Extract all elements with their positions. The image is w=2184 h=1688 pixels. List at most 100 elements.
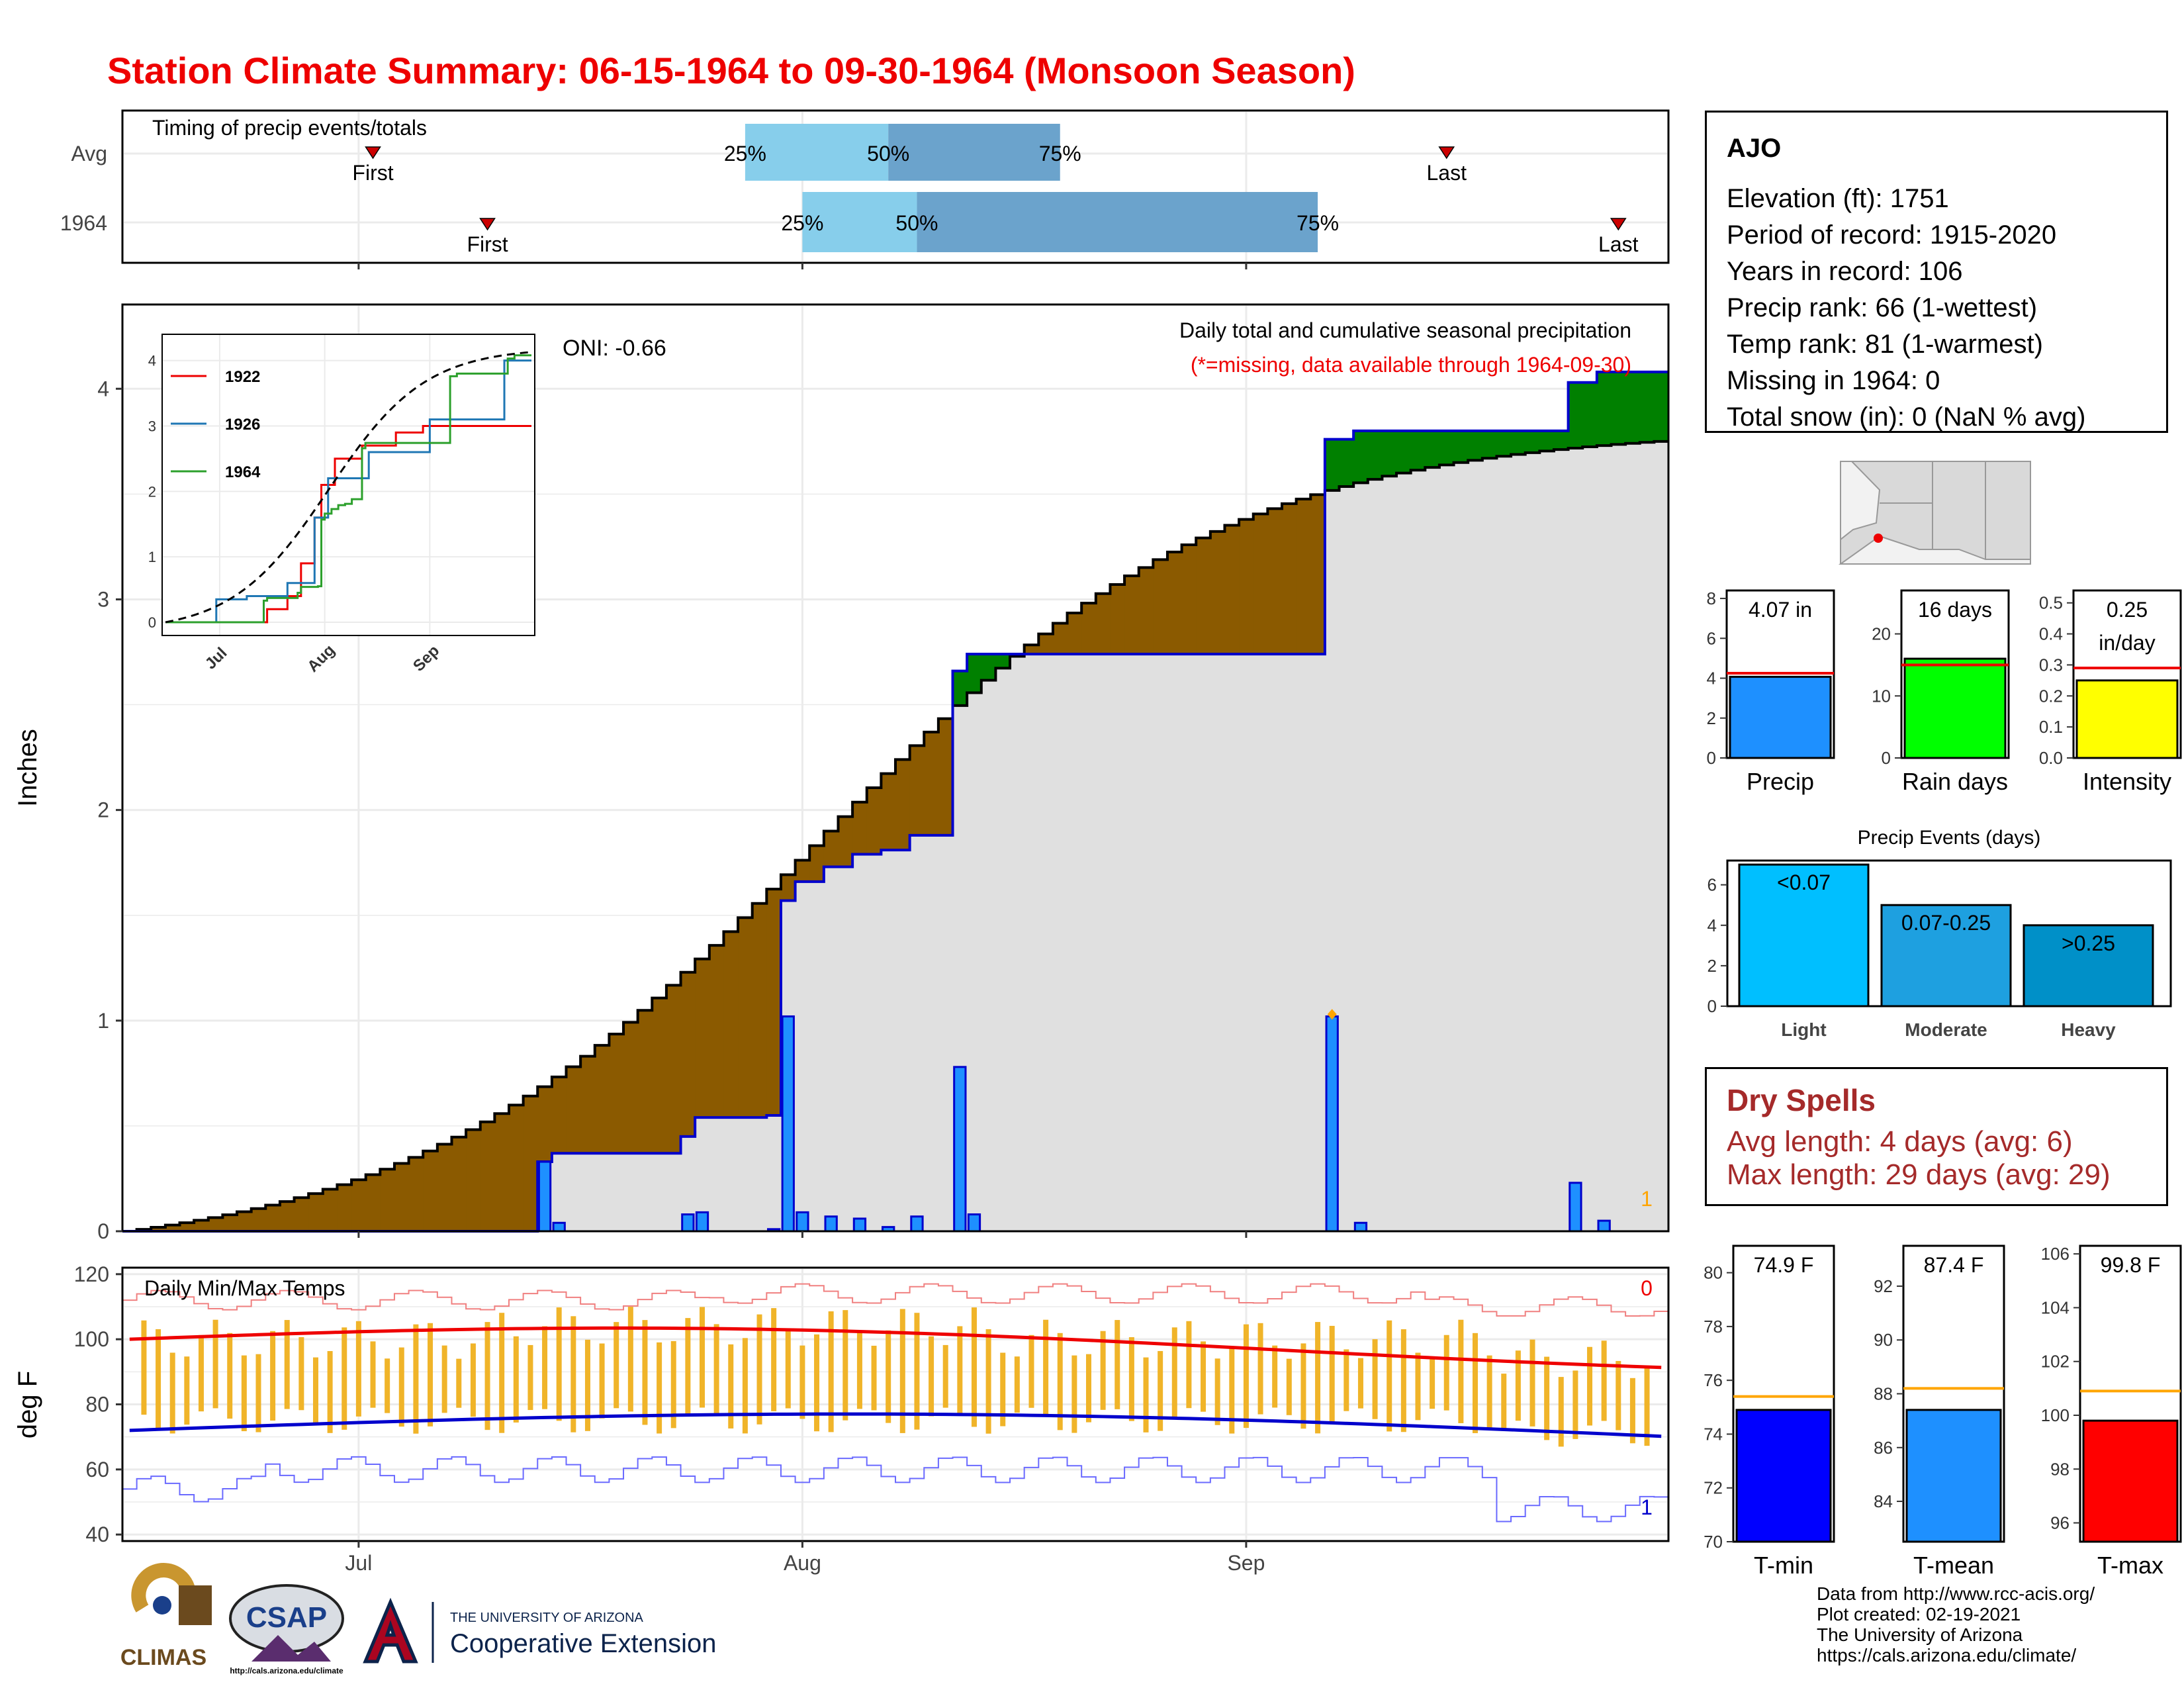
daily-temp-range-bar <box>627 1307 633 1412</box>
precip-base-fill <box>652 1153 667 1231</box>
tmean-summary-ytick-label: 84 <box>1874 1491 1893 1511</box>
timing-last-marker <box>1438 146 1455 160</box>
tmax-summary-ytick-label: 102 <box>2041 1352 2070 1372</box>
precip-diff-fill <box>537 1086 553 1162</box>
timing-p50-label: 50% <box>895 211 938 235</box>
precip-base-fill <box>1253 654 1268 1231</box>
daily-precip-bar <box>967 1213 981 1233</box>
daily-temp-range-bar <box>886 1330 891 1423</box>
precip-diff-fill <box>752 903 767 1118</box>
raindays-summary-value-text: 16 days <box>1918 598 1992 622</box>
timing-row-1964: 1964 <box>60 211 107 235</box>
daily-temp-range-bar <box>1357 1358 1363 1409</box>
raindays-summary-ytick-label: 0 <box>1882 748 1891 768</box>
daily-precip-bar <box>552 1221 566 1233</box>
precip-diff-fill <box>365 1174 381 1231</box>
daily-temp-range-bar <box>1000 1352 1006 1427</box>
raindays-summary-ytick-label: 20 <box>1872 624 1891 644</box>
precip-diff-fill <box>823 831 839 867</box>
daily-temp-range-bar <box>227 1333 233 1419</box>
daily-temp-range-bar <box>700 1307 705 1408</box>
csap-logo: CSAP http://cals.arizona.edu/climate <box>229 1584 344 1675</box>
daily-temp-range-bar <box>1214 1358 1220 1425</box>
precip-base-fill <box>866 854 882 1231</box>
temp-ytick-label: 120 <box>74 1262 109 1286</box>
precip-diff-fill <box>1611 371 1626 445</box>
precip-base-fill <box>1382 476 1397 1231</box>
precip-diff-fill <box>1282 503 1297 655</box>
daily-temp-range-bar <box>685 1318 691 1415</box>
precip-summary-ytick-label: 6 <box>1707 628 1716 648</box>
daily-temp-range-bar <box>713 1324 719 1415</box>
credit-url: https://cals.arizona.edu/climate/ <box>1817 1645 2077 1665</box>
daily-temp-range-bar <box>270 1331 276 1421</box>
precip-diff-fill <box>1539 430 1555 451</box>
daily-temp-range-bar <box>1343 1349 1349 1411</box>
station-temp-rank: Temp rank: 81 (1-warmest) <box>1727 330 2043 359</box>
tmin-summary-ytick-label: 80 <box>1704 1263 1723 1283</box>
precip-diff-fill <box>1167 551 1183 655</box>
credit-data-source: Data from http://www.rcc-acis.org/ <box>1817 1583 2095 1604</box>
timing-last-label: Last <box>1426 161 1467 185</box>
ua-logo: THE UNIVERSITY OF ARIZONA Cooperative Ex… <box>363 1597 716 1664</box>
temp-ytick-label: 80 <box>85 1393 109 1417</box>
precip-diff-fill <box>1639 371 1655 443</box>
precip-diff-fill <box>1482 430 1498 459</box>
precip-diff-fill <box>780 874 796 901</box>
precip-base-fill <box>1181 654 1197 1231</box>
events-bar-heavy <box>2023 924 2154 1008</box>
precip-diff-fill <box>1081 603 1097 655</box>
precip-diff-fill <box>437 1144 453 1231</box>
precip-diff-fill <box>1324 439 1340 491</box>
daily-temp-range-bar <box>1300 1343 1306 1429</box>
intensity-summary-ytick-label: 0.5 <box>2039 593 2063 613</box>
daily-temp-range-bar <box>1430 1356 1435 1409</box>
precip-diff-fill <box>795 860 810 882</box>
precip-diff-fill <box>809 845 825 882</box>
tmin-summary-ytick-label: 70 <box>1704 1532 1723 1552</box>
precip-panel: 0 1 2 3 4 Inches ONI: -0.66 Daily total and … <box>13 303 1670 1243</box>
precip-base-fill <box>1024 654 1039 1231</box>
tmax-summary-value-text: 99.8 F <box>2101 1253 2161 1277</box>
precip-diff-fill <box>909 745 925 835</box>
precip-base-fill <box>1353 483 1369 1231</box>
precip-base-fill <box>924 835 939 1231</box>
precip-base-fill <box>1095 654 1111 1231</box>
daily-temp-range-bar <box>570 1316 576 1432</box>
daily-temp-range-bar <box>1315 1322 1321 1434</box>
tmax-summary-bar <box>2082 1419 2179 1543</box>
precip-base-fill <box>1511 454 1526 1231</box>
precip-base-fill <box>766 1115 782 1231</box>
daily-temp-range-bar <box>871 1345 877 1411</box>
inset-ytick-label: 3 <box>148 418 156 434</box>
precip-base-fill <box>1639 442 1655 1231</box>
daily-temp-range-bar <box>1544 1356 1550 1440</box>
temp-xtick-label: Jul <box>345 1551 372 1575</box>
precip-base-fill <box>1010 656 1025 1231</box>
events-category-label: Light <box>1781 1019 1826 1040</box>
precip-base-fill <box>1296 654 1311 1231</box>
station-name: AJO <box>1727 134 1782 163</box>
daily-temp-range-bar <box>156 1329 161 1429</box>
precip-diff-fill <box>623 1022 639 1154</box>
precip-base-fill <box>1282 654 1297 1231</box>
climas-logo-text: CLIMAS <box>120 1645 206 1670</box>
precip-diff-fill <box>1124 575 1140 655</box>
precip-diff-fill <box>322 1189 338 1231</box>
daily-temp-range-bar <box>1587 1346 1593 1426</box>
daily-temp-range-bar <box>398 1347 404 1427</box>
precip-base-fill <box>909 835 925 1231</box>
precip-diff-fill <box>551 1076 567 1154</box>
daily-temp-range-bar <box>370 1341 376 1408</box>
precip-diff-fill <box>866 788 882 855</box>
temp-label: Daily Min/Max Temps <box>144 1276 345 1300</box>
credit-institution: The University of Arizona <box>1817 1624 2023 1645</box>
temp-count-min: 1 <box>1641 1495 1653 1519</box>
intensity-summary-ytick-label: 0.3 <box>2039 655 2063 675</box>
daily-precip-bar <box>953 1066 967 1233</box>
location-map <box>1838 461 2031 565</box>
precip-base-fill <box>938 835 954 1231</box>
daily-temp-range-bar <box>499 1313 505 1433</box>
tmean-summary-chart: 84 86 88 90 92 87.4 F T-mean <box>1874 1244 2005 1579</box>
